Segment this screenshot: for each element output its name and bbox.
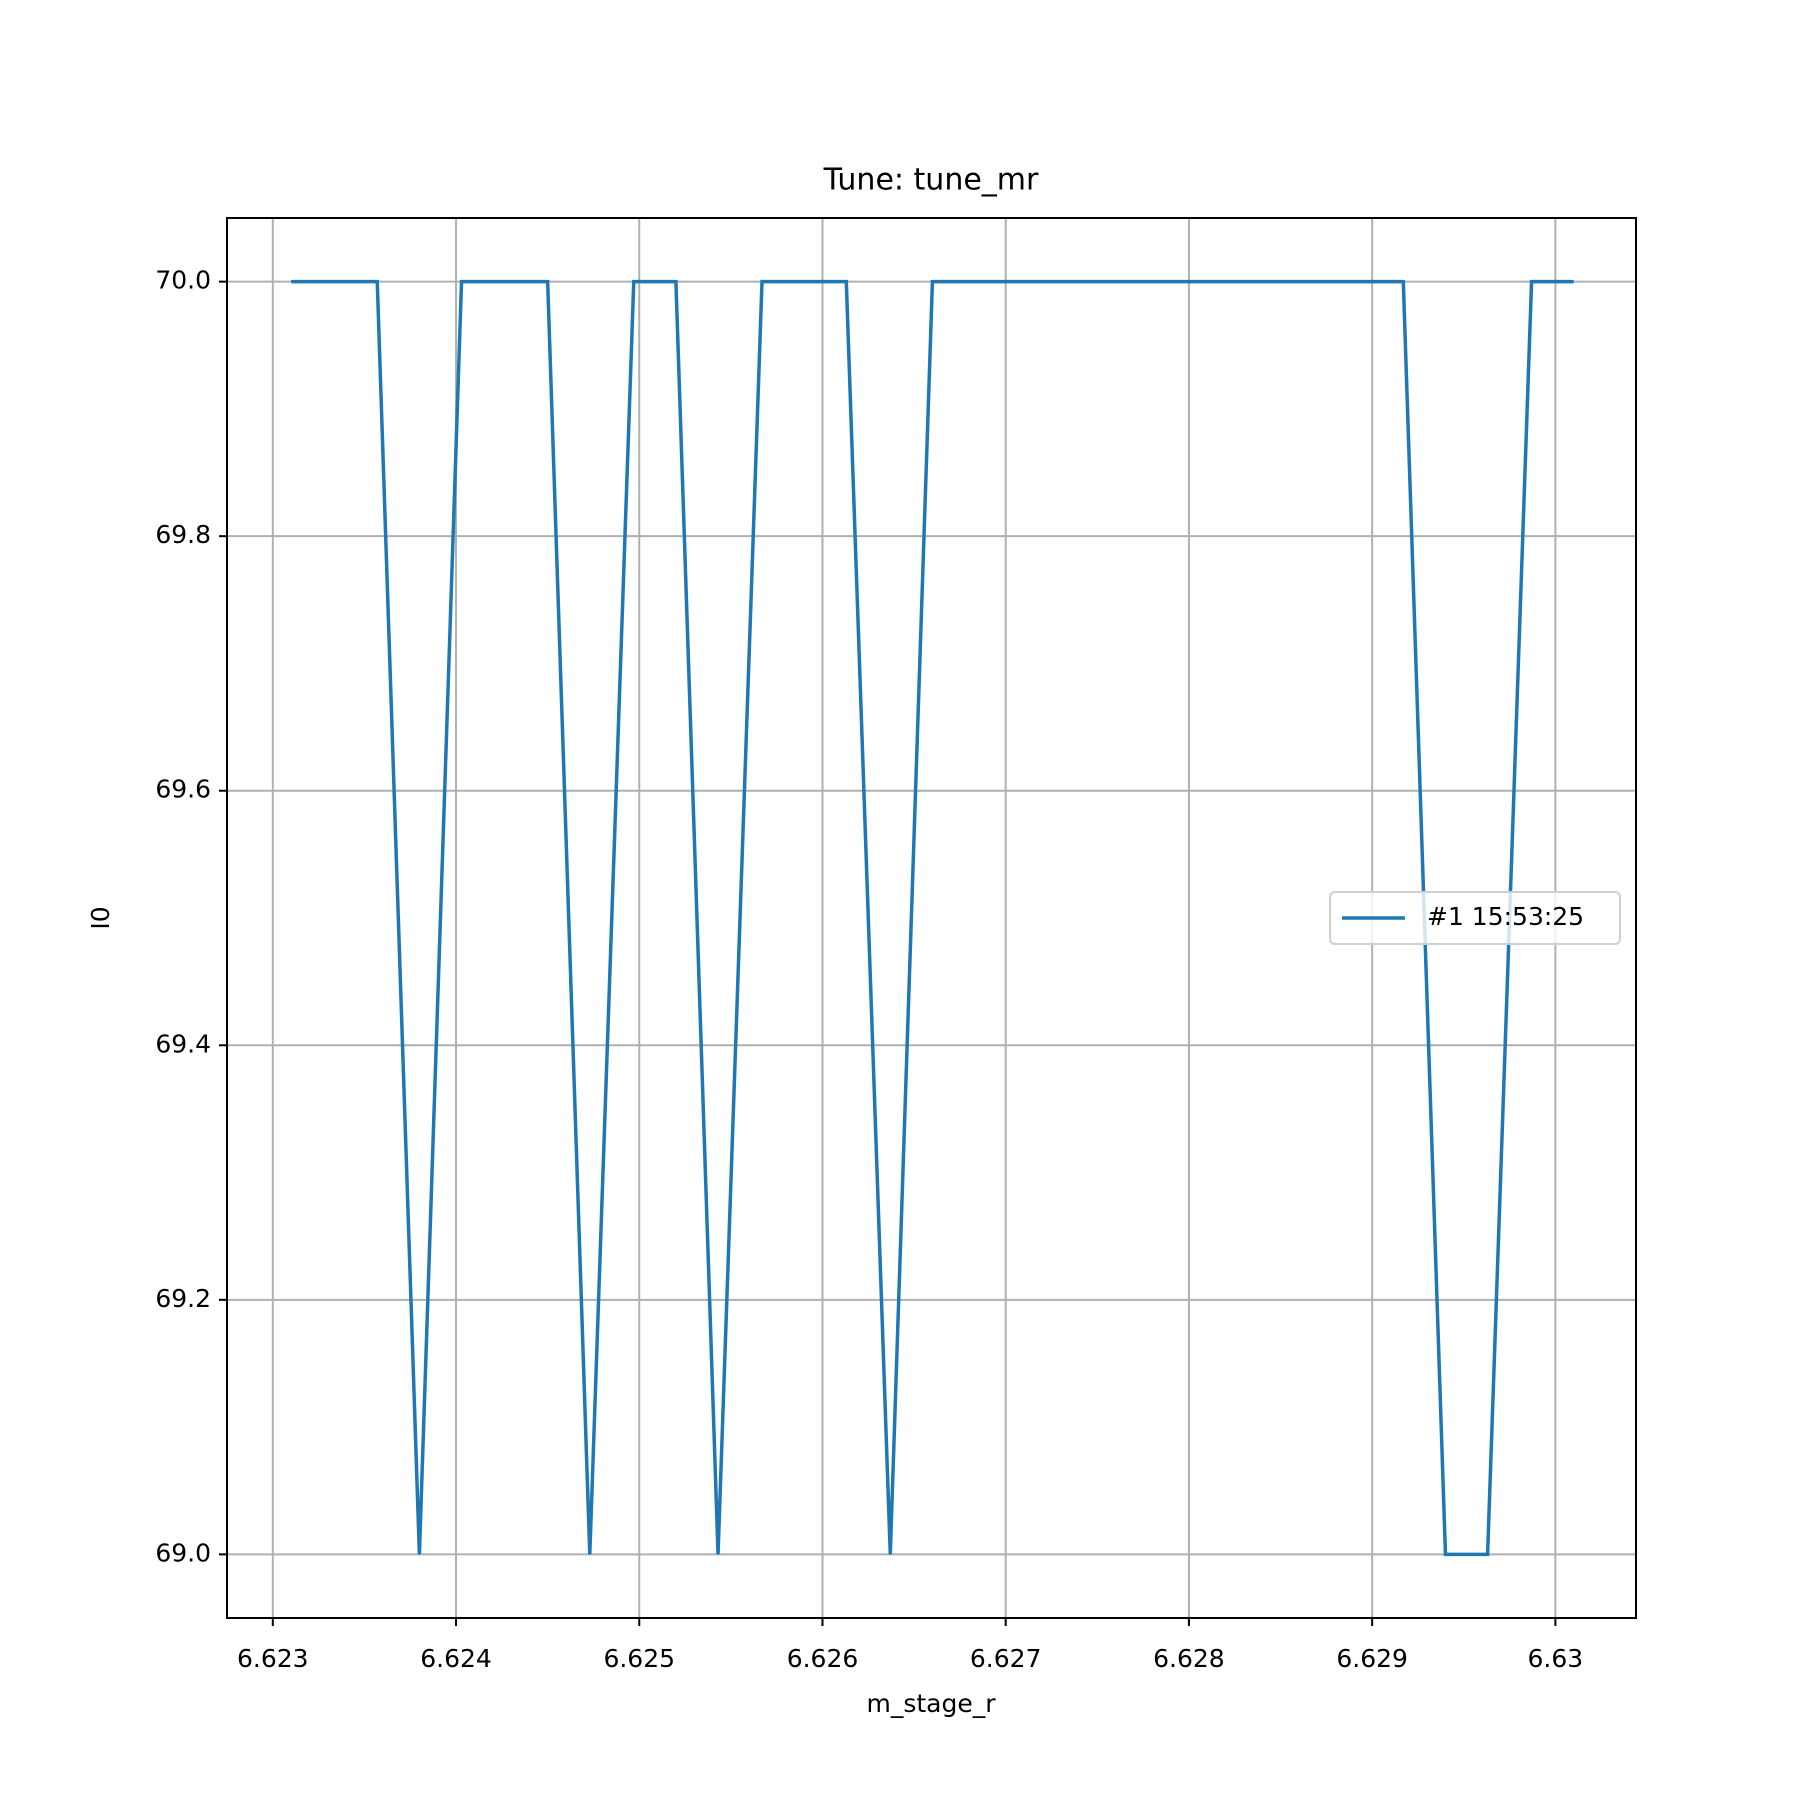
x-tick-label: 6.629 <box>1336 1644 1408 1673</box>
y-tick-label: 69.2 <box>155 1284 211 1313</box>
y-tick-label: 69.0 <box>155 1538 211 1567</box>
y-axis-label: I0 <box>86 906 115 929</box>
chart-title: Tune: tune_mr <box>823 163 1039 198</box>
x-tick-label: 6.627 <box>970 1644 1042 1673</box>
x-tick-label: 6.624 <box>420 1644 492 1673</box>
x-tick-label: 6.63 <box>1528 1644 1584 1673</box>
axes-frame <box>226 217 1637 1619</box>
x-tick-label: 6.628 <box>1153 1644 1225 1673</box>
x-tick-label: 6.623 <box>237 1644 309 1673</box>
legend-box <box>1329 891 1621 945</box>
legend-label: #1 15:53:25 <box>1427 902 1584 931</box>
x-tick-label: 6.625 <box>603 1644 675 1673</box>
y-tick-label: 69.8 <box>155 520 211 549</box>
x-axis-label: m_stage_r <box>866 1689 996 1718</box>
x-tick-label: 6.626 <box>787 1644 859 1673</box>
data-line <box>291 279 1574 1557</box>
y-tick-label: 70.0 <box>155 266 211 295</box>
y-tick-label: 69.6 <box>155 775 211 804</box>
y-tick-label: 69.4 <box>155 1029 211 1058</box>
